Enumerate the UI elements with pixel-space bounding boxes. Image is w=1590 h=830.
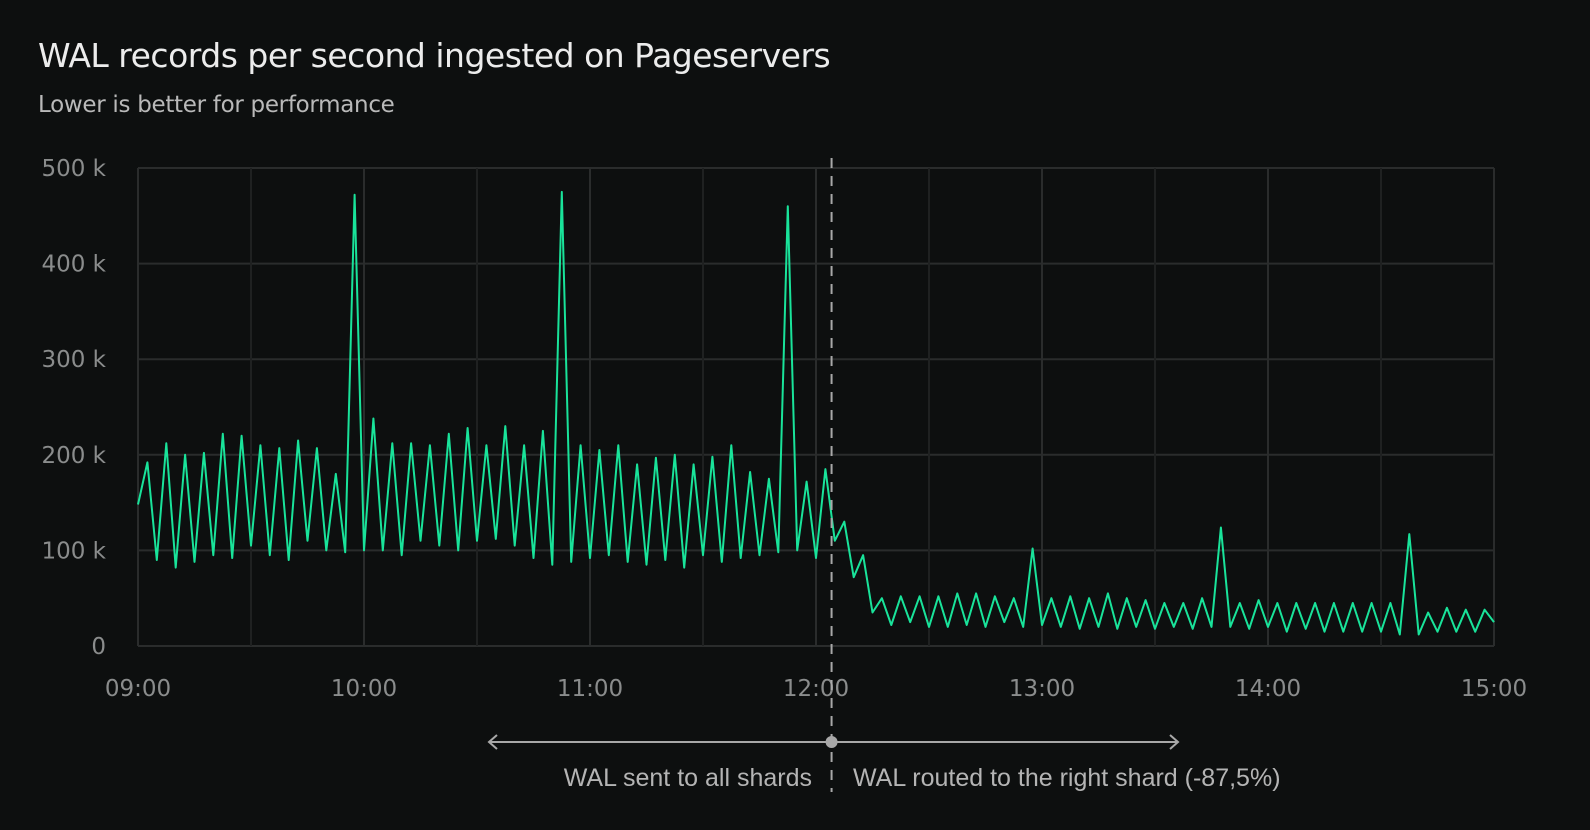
- y-tick-label: 0: [91, 634, 106, 660]
- x-tick-label: 13:00: [1009, 676, 1075, 702]
- grid: [137, 167, 1495, 647]
- event-marker-dot: [825, 736, 838, 748]
- annotation-right-label: WAL routed to the right shard (-87,5%): [853, 764, 1281, 792]
- x-tick-label: 09:00: [105, 676, 171, 702]
- y-tick-label: 400 k: [41, 252, 106, 278]
- y-axis-ticks: 0 100 k 200 k 300 k 400 k 500 k: [41, 156, 106, 660]
- arrow-right-icon: [1169, 734, 1180, 750]
- x-tick-label: 15:00: [1461, 676, 1527, 702]
- annotation-left-label: WAL sent to all shards: [564, 764, 812, 792]
- arrow-left-icon: [487, 734, 498, 750]
- y-tick-label: 300 k: [41, 347, 106, 373]
- chart-title: WAL records per second ingested on Pages…: [38, 36, 831, 75]
- series-line: [137, 190, 1495, 636]
- x-axis-ticks: 09:00 10:00 11:00 12:00 13:00 14:00 15:00: [105, 676, 1527, 702]
- x-tick-label: 11:00: [557, 676, 623, 702]
- x-tick-label: 10:00: [331, 676, 397, 702]
- y-tick-label: 500 k: [41, 156, 106, 182]
- y-tick-label: 200 k: [41, 443, 106, 469]
- x-tick-label: 14:00: [1235, 676, 1301, 702]
- y-tick-label: 100 k: [41, 538, 106, 564]
- x-tick-label: 12:00: [783, 676, 849, 702]
- annotation: [487, 158, 1180, 792]
- chart-subtitle: Lower is better for performance: [38, 92, 395, 118]
